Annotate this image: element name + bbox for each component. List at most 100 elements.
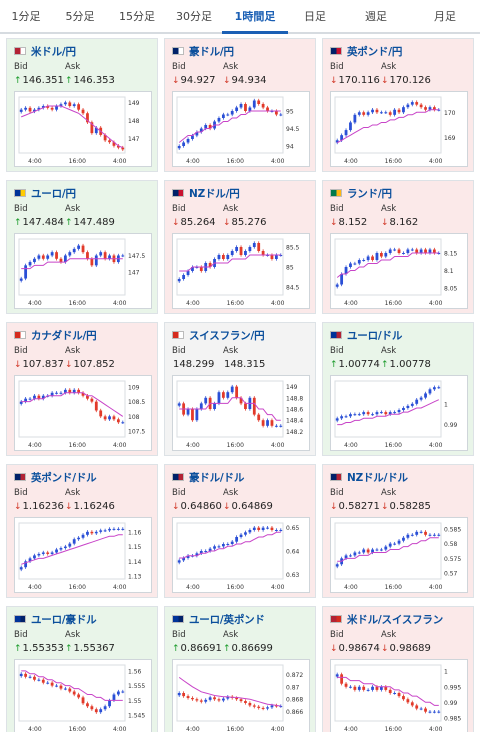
x-tick-label: 4:00: [113, 584, 127, 591]
currency-pair-link[interactable]: 英ポンド/円: [347, 45, 403, 58]
tab-2[interactable]: 15分足: [119, 10, 155, 23]
rate-card[interactable]: 豪ドル/ドル Bid Ask ↓0.64860 ↓0.64869 0.65 0.6…: [164, 464, 316, 598]
rate-card[interactable]: 英ポンド/ドル Bid Ask ↓1.16236 ↓1.16246 1.16 1.…: [6, 464, 158, 598]
candle-body: [244, 532, 247, 535]
candle-body: [366, 412, 370, 415]
candle-body: [274, 705, 278, 707]
tab-4[interactable]: 1時間足: [222, 0, 288, 34]
candle-body: [261, 104, 265, 108]
bid-value: ↓1.16236: [14, 501, 64, 512]
tab-1[interactable]: 5分足: [65, 10, 95, 23]
candle-body: [108, 255, 111, 259]
price-chart[interactable]: 1.56 1.555 1.55 1.545 4:00 16:00 4:00: [14, 659, 152, 732]
currency-pair-link[interactable]: ユーロ/ドル: [347, 329, 403, 342]
candle-body: [402, 696, 405, 700]
candle-body: [235, 537, 239, 542]
price-chart[interactable]: 1 0.99 4:00 16:00 4:00: [330, 375, 468, 451]
x-tick-label: 16:00: [69, 584, 86, 591]
y-tick-label: 0.575: [444, 556, 461, 563]
tab-6[interactable]: 週足: [365, 10, 387, 23]
rate-card[interactable]: ユーロ/英ポンド Bid Ask ↑0.86691 ↑0.86699 0.872…: [164, 606, 316, 732]
price-chart[interactable]: 170 169 4:00 16:00 4:00: [330, 91, 468, 167]
rate-card[interactable]: 米ドル/円 Bid Ask ↑146.351 ↑146.353 149 148 14…: [6, 38, 158, 172]
price-chart[interactable]: 147.5 147 4:00 16:00 4:00: [14, 233, 152, 309]
tab-7[interactable]: 月足: [434, 10, 456, 23]
rate-card[interactable]: ランド/円 Bid Ask ↓8.152 ↓8.162 8.15 8.1 8.05 4…: [322, 180, 474, 314]
price-chart[interactable]: 149 148.8 148.6 148.4 148.2 4:00 16:00 4:00: [172, 375, 310, 451]
tab-3[interactable]: 30分足: [176, 10, 212, 23]
y-tick-label: 0.58: [444, 541, 458, 548]
candle-body: [50, 682, 54, 686]
candle-body: [366, 112, 370, 115]
candle-body: [388, 112, 392, 115]
price-chart[interactable]: 85.5 85 84.5 4:00 16:00 4:00: [172, 233, 310, 309]
price-chart[interactable]: 0.585 0.58 0.575 0.57 4:00 16:00 4:00: [330, 517, 468, 593]
price-chart[interactable]: 149 148 147 4:00 16:00 4:00: [14, 91, 152, 167]
rate-card[interactable]: ユーロ/豪ドル Bid Ask ↑1.55353 ↑1.55367 1.56 1.…: [6, 606, 158, 732]
y-tick-label: 94: [286, 144, 294, 151]
candle-body: [366, 549, 370, 553]
candle-body: [437, 534, 441, 536]
candle-body: [371, 686, 374, 690]
currency-pair-link[interactable]: 豪ドル/円: [189, 45, 234, 58]
rate-card[interactable]: 米ドル/スイスフラン Bid Ask ↓0.98674 ↓0.98689 1 0.…: [322, 606, 474, 732]
plot-frame: [18, 380, 126, 438]
currency-pair-link[interactable]: NZドル/ドル: [347, 471, 408, 484]
card-title: NZドル/円: [172, 186, 240, 200]
tab-0[interactable]: 1分足: [11, 10, 41, 23]
rate-card[interactable]: ユーロ/ドル Bid Ask ↑1.00774 ↑1.00778 1 0.99 4:…: [322, 322, 474, 456]
price-chart[interactable]: 95 94.5 94 4:00 16:00 4:00: [172, 91, 310, 167]
price-chart[interactable]: 109 108.5 108 107.5 4:00 16:00 4:00: [14, 375, 152, 451]
currency-pair-link[interactable]: ユーロ/豪ドル: [31, 613, 97, 626]
y-tick-label: 1.14: [128, 559, 142, 566]
bid-number: 0.98674: [338, 643, 380, 654]
currency-pair-link[interactable]: カナダドル/円: [31, 329, 97, 342]
currency-pair-link[interactable]: ランド/円: [347, 187, 392, 200]
moving-average-line: [178, 676, 281, 707]
moving-average-line: [337, 537, 439, 562]
ask-value: ↓94.934: [223, 75, 267, 86]
currency-pair-link[interactable]: 米ドル/スイスフラン: [347, 613, 444, 626]
rate-card[interactable]: 豪ドル/円 Bid Ask ↓94.927 ↓94.934 95 94.5 94 4:…: [164, 38, 316, 172]
rate-card[interactable]: ユーロ/円 Bid Ask ↑147.484 ↑147.489 147.5 147…: [6, 180, 158, 314]
plot-frame: [334, 96, 442, 154]
rate-card[interactable]: 英ポンド/円 Bid Ask ↓170.116 ↓170.126 170 169 4…: [322, 38, 474, 172]
arrow-down-icon: ↓: [381, 76, 389, 86]
price-chart[interactable]: 1.16 1.15 1.14 1.13 4:00 16:00 4:00: [14, 517, 152, 593]
y-tick-label: 1.15: [128, 544, 142, 551]
candle-body: [68, 688, 72, 692]
price-chart[interactable]: 8.15 8.1 8.05 4:00 16:00 4:00: [330, 233, 468, 309]
y-tick-label: 1: [444, 669, 448, 676]
candle-body: [86, 395, 89, 399]
currency-pair-link[interactable]: NZドル/円: [189, 187, 240, 200]
candle-body: [108, 528, 111, 531]
candle-body: [335, 418, 339, 421]
tab-5[interactable]: 日足: [304, 10, 326, 23]
x-tick-label: 16:00: [385, 300, 402, 307]
currency-pair-link[interactable]: 豪ドル/ドル: [189, 471, 245, 484]
rate-card[interactable]: スイスフラン/円 Bid Ask 148.299 148.315 149 148.…: [164, 322, 316, 456]
currency-pair-link[interactable]: ユーロ/英ポンド: [189, 613, 265, 626]
candle-body: [397, 693, 401, 697]
candle-body: [428, 107, 432, 110]
x-tick-label: 16:00: [227, 300, 244, 307]
y-tick-label: 1.555: [128, 683, 145, 690]
x-tick-label: 4:00: [429, 158, 443, 165]
bid-label: Bid: [172, 62, 186, 72]
ask-label: Ask: [381, 488, 397, 498]
currency-pair-link[interactable]: 英ポンド/ドル: [31, 471, 97, 484]
plot-frame: [334, 238, 442, 296]
candle-body: [353, 414, 357, 416]
ask-number: 0.58285: [389, 501, 431, 512]
candle-body: [217, 392, 221, 404]
rate-card[interactable]: カナダドル/円 Bid Ask ↓107.837 ↓107.852 109 108…: [6, 322, 158, 456]
price-chart[interactable]: 0.65 0.64 0.63 4:00 16:00 4:00: [172, 517, 310, 593]
price-chart[interactable]: 1 0.995 0.99 0.985 4:00 16:00 4:00: [330, 659, 468, 732]
currency-pair-link[interactable]: 米ドル/円: [31, 45, 76, 58]
rate-card[interactable]: NZドル/円 Bid Ask ↓85.264 ↓85.276 85.5 85 84.…: [164, 180, 316, 314]
currency-pair-link[interactable]: ユーロ/円: [31, 187, 76, 200]
rate-card[interactable]: NZドル/ドル Bid Ask ↓0.58271 ↓0.58285 0.585 0…: [322, 464, 474, 598]
candle-body: [388, 412, 392, 415]
currency-pair-link[interactable]: スイスフラン/円: [189, 329, 265, 342]
price-chart[interactable]: 0.872 0.87 0.868 0.866 4:00 16:00 4:00: [172, 659, 310, 732]
